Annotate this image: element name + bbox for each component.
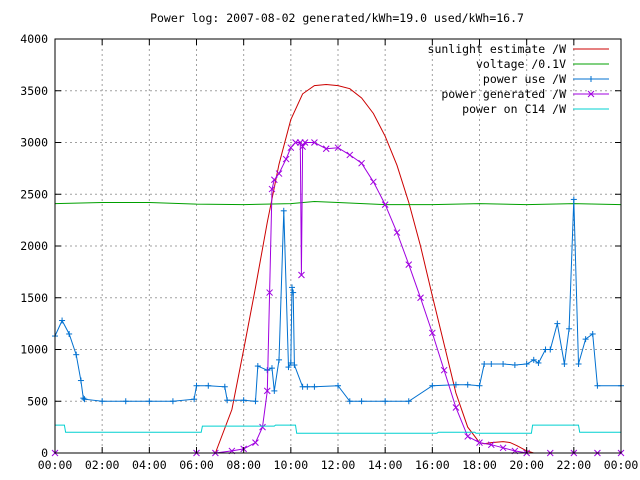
- y-tick-label: 3500: [20, 84, 48, 98]
- point-marker: [275, 170, 283, 177]
- series-voltage-0-1v: [54, 200, 622, 206]
- legend-item-voltage-0-1v: voltage /0.1V: [476, 57, 609, 71]
- point-marker: [299, 143, 306, 150]
- x-tick-label: 00:00: [604, 458, 639, 472]
- point-marker: [464, 433, 472, 440]
- point-marker: [334, 144, 342, 152]
- point-marker: [452, 404, 460, 411]
- legend-item-power-on-c14-w: power on C14 /W: [462, 102, 609, 116]
- point-marker: [268, 185, 276, 193]
- point-marker: [296, 139, 304, 146]
- y-tick-label: 4000: [20, 32, 48, 46]
- point-marker: [370, 178, 377, 186]
- point-marker: [298, 271, 305, 279]
- x-tick-label: 22:00: [557, 458, 592, 472]
- x-tick-label: 10:00: [274, 458, 309, 472]
- point-marker: [263, 387, 271, 395]
- x-tick-label: 18:00: [462, 458, 497, 472]
- x-tick-label: 00:00: [38, 458, 73, 472]
- legend-label: voltage /0.1V: [476, 57, 566, 71]
- point-marker: [428, 329, 436, 337]
- chart-title: Power log: 2007-08-02 generated/kWh=19.0…: [150, 11, 524, 25]
- axes: 0 500 1000 1500 2000 2500 3000 3500 4000 00:00 02:…: [20, 32, 638, 472]
- legend-label: power on C14 /W: [462, 102, 566, 116]
- series-sunlight-estimate-w: [214, 83, 534, 454]
- y-tick-label: 2500: [20, 187, 48, 201]
- point-marker: [476, 439, 483, 447]
- point-marker: [381, 201, 389, 208]
- point-marker: [270, 176, 278, 184]
- x-tick-label: 06:00: [179, 458, 214, 472]
- point-marker: [393, 229, 401, 236]
- legend-label: sunlight estimate /W: [428, 42, 567, 56]
- point-marker: [499, 444, 507, 452]
- point-marker: [301, 139, 309, 146]
- legend-label: power generated /W: [441, 87, 566, 101]
- point-marker: [311, 139, 318, 146]
- y-tick-label: 1000: [20, 343, 48, 357]
- grid-lines: [55, 39, 621, 453]
- point-marker: [487, 441, 495, 449]
- y-tick-label: 500: [27, 394, 48, 408]
- legend-item-sunlight-estimate-w: sunlight estimate /W: [428, 42, 609, 56]
- x-tick-label: 04:00: [132, 458, 167, 472]
- series-line: [55, 424, 621, 434]
- point-marker: [346, 151, 354, 159]
- legend-label: power use /W: [483, 72, 566, 86]
- x-tick-label: 08:00: [226, 458, 261, 472]
- series-line: [54, 200, 622, 206]
- point-marker: [266, 289, 273, 296]
- x-tick-label: 02:00: [85, 458, 120, 472]
- point-marker: [292, 139, 299, 146]
- point-marker: [259, 423, 266, 431]
- series-power-on-c14-w: [55, 424, 621, 434]
- series-power-use-w: [52, 196, 624, 405]
- y-tick-label: 2000: [20, 239, 48, 253]
- point-marker: [282, 155, 290, 163]
- y-tick-label: 3000: [20, 136, 48, 150]
- point-marker: [417, 294, 424, 302]
- x-tick-label: 20:00: [509, 458, 544, 472]
- point-marker: [322, 145, 330, 153]
- point-marker: [358, 159, 365, 167]
- x-tick-label: 12:00: [321, 458, 356, 472]
- y-tick-label: 1500: [20, 291, 48, 305]
- plot-series: [51, 83, 625, 457]
- point-marker: [440, 366, 448, 374]
- series-line: [214, 83, 534, 454]
- point-marker: [587, 90, 595, 98]
- series-line: [55, 142, 621, 454]
- y-tick-label: 0: [41, 446, 48, 460]
- point-marker: [252, 439, 259, 447]
- legend-item-power-use-w: power use /W: [483, 72, 609, 86]
- x-tick-label: 16:00: [415, 458, 450, 472]
- point-marker: [405, 261, 413, 268]
- legend-item-power-generated-w: power generated /W: [441, 87, 609, 101]
- x-tick-label: 14:00: [368, 458, 403, 472]
- series-power-generated-w: [51, 139, 625, 457]
